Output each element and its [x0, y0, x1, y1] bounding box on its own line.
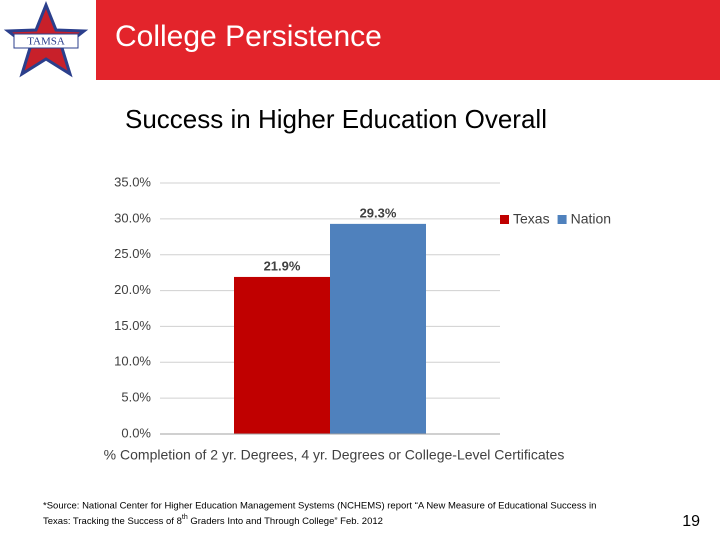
logo-band [13, 33, 79, 49]
footnote-superscript: th [182, 514, 188, 521]
chart-title: Success in Higher Education Overall [125, 104, 547, 134]
footnote-line: *Source: National Center for Higher Educ… [43, 501, 596, 512]
legend-swatch [557, 215, 567, 224]
page-number: 19 [682, 513, 700, 530]
footnote-line: Texas: Tracking the Success of 8th Grade… [43, 514, 383, 527]
legend-label: Nation [571, 211, 611, 227]
y-tick-label: 35.0% [114, 174, 151, 189]
y-tick-label: 30.0% [114, 210, 151, 225]
header-title: College Persistence [115, 20, 382, 53]
y-tick-label: 0.0% [121, 425, 151, 440]
y-tick-label: 20.0% [114, 282, 151, 297]
bar [234, 276, 330, 434]
footnote-text: Texas: Tracking the Success of 8 [43, 516, 182, 527]
y-tick-label: 25.0% [114, 246, 151, 261]
legend-swatch [500, 215, 509, 224]
legend-label: Texas [513, 211, 550, 227]
y-tick-label: 5.0% [121, 390, 151, 405]
footnote-text: Graders Into and Through College” Feb. 2… [188, 516, 383, 527]
y-tick-label: 10.0% [114, 354, 151, 369]
y-tick-label: 15.0% [114, 318, 151, 333]
logo-text: TAMSA [27, 36, 65, 48]
bar [330, 223, 426, 434]
x-axis-label: % Completion of 2 yr. Degrees, 4 yr. Deg… [104, 447, 565, 463]
header-bar [0, 0, 720, 80]
data-label: 29.3% [360, 205, 397, 220]
data-label: 21.9% [264, 258, 301, 273]
